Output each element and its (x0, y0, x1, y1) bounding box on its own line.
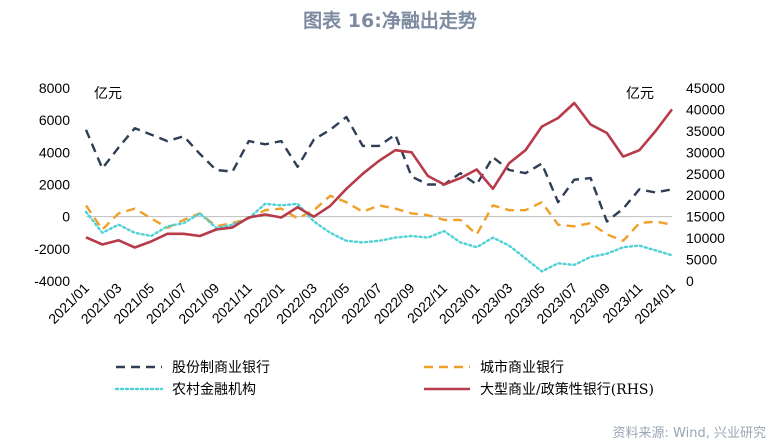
source-note: 资料来源: Wind, 兴业研究 (613, 426, 766, 441)
series-lines (84, 101, 674, 273)
series-line-0 (84, 115, 673, 223)
right-tick-label: 25000 (686, 166, 725, 182)
legend-label-0: 股份制商业银行 (172, 360, 270, 376)
x-axis-ticks: 2021/012021/032021/052021/072021/092021/… (45, 280, 678, 327)
left-tick-label: 4000 (39, 144, 70, 160)
legend-label-2: 农村金融机构 (172, 382, 256, 398)
right-tick-label: 5000 (686, 252, 717, 268)
left-axis-ticks: -4000 -2000 0 2000 4000 6000 8000 (34, 80, 70, 289)
legend-label-3: 大型商业/政策性银行(RHS) (480, 381, 654, 398)
left-tick-label: -4000 (34, 273, 70, 289)
right-axis-unit: 亿元 (626, 86, 654, 102)
left-tick-label: 2000 (39, 177, 70, 193)
series-line-3 (85, 101, 674, 249)
right-axis-ticks: 0 5000 10000 15000 20000 25000 30000 35000 40000… (686, 80, 725, 289)
series-line-2 (84, 202, 674, 273)
left-tick-label: 8000 (39, 80, 70, 96)
right-tick-label: 30000 (686, 144, 725, 160)
legend-label-1: 城市商业银行 (480, 359, 564, 376)
right-tick-label: 45000 (686, 80, 725, 96)
chart-title: 图表 16:净融出走势 (303, 9, 477, 32)
right-tick-label: 15000 (686, 209, 725, 225)
left-tick-label: 6000 (39, 112, 70, 128)
left-tick-label: 0 (62, 209, 70, 225)
right-tick-label: 20000 (686, 187, 725, 203)
right-tick-label: 35000 (686, 123, 725, 139)
right-tick-label: 40000 (686, 101, 725, 117)
series-line-1 (85, 194, 673, 242)
right-tick-label: 10000 (686, 230, 725, 246)
left-tick-label: -2000 (34, 241, 70, 257)
left-axis-unit: 亿元 (94, 86, 122, 102)
right-tick-label: 0 (686, 273, 694, 289)
